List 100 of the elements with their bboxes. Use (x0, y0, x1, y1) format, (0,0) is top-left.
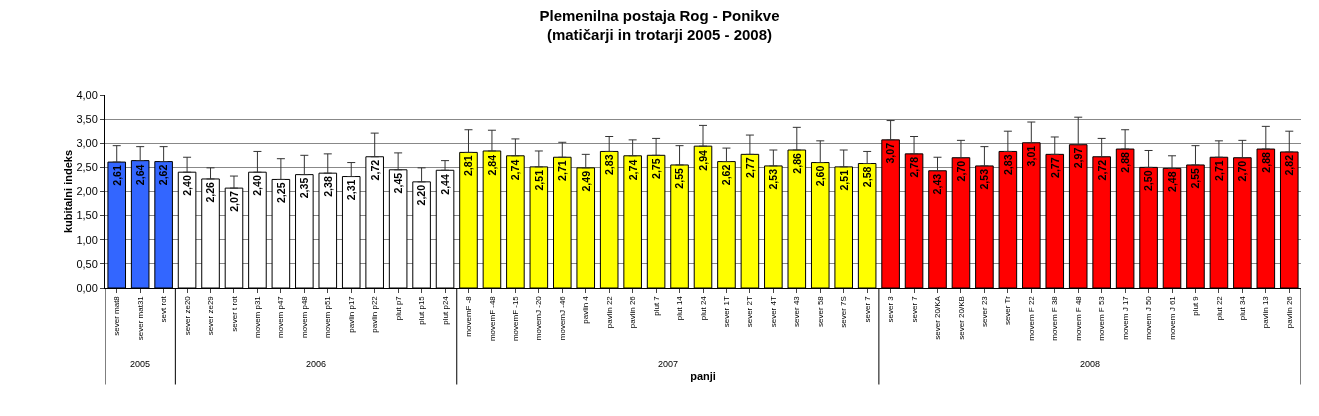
x-tick-label: sever 3 (886, 295, 896, 323)
data-label: 2,38 (321, 176, 334, 197)
data-label: 2,88 (1259, 151, 1272, 173)
data-label: 2,35 (298, 177, 311, 199)
x-tick-label: sevt rot (159, 295, 169, 323)
x-tick-label: plut 7 (651, 295, 661, 316)
data-label: 2,71 (1212, 160, 1225, 181)
x-tick-label: pavlin 13 (1261, 295, 1271, 329)
y-tick-label: 2,50 (76, 161, 98, 174)
x-tick-label: movem F 53 (1097, 295, 1107, 341)
data-label: 2,70 (1236, 160, 1249, 182)
data-label: 2,62 (720, 164, 733, 186)
x-tick-label: sever 23 (980, 295, 990, 327)
x-tick-label: plut p15 (417, 295, 427, 325)
data-label: 2,70 (954, 160, 967, 182)
data-label: 2,26 (204, 181, 217, 203)
x-axis-title: panji (690, 370, 716, 383)
data-label: 2,84 (485, 154, 498, 176)
text: 2007 (658, 359, 679, 369)
data-label: 2,97 (1072, 147, 1085, 169)
chart-title: Plemenilna postaja Rog - Ponikve (matičarji in trotarji 2005 - 2008) (539, 6, 780, 44)
data-label: 2,48 (1165, 171, 1178, 192)
x-tick-label: sever 43 (792, 295, 802, 327)
x-tick-label: movemF -15 (510, 295, 520, 342)
x-tick-label: sever 1T (722, 296, 732, 328)
x-tick-label: plut 9 (1191, 295, 1201, 316)
data-label: 2,61 (110, 164, 123, 186)
data-label: 2,49 (579, 170, 592, 192)
data-label: 2,64 (134, 164, 147, 186)
data-label: 2,74 (626, 159, 639, 181)
x-tick-label: movem p48 (299, 295, 309, 338)
x-tick-label: sever 20/KA (933, 295, 943, 340)
x-tick-label: movem J 61 (1167, 295, 1177, 340)
data-label: 2,20 (415, 184, 428, 206)
data-label: 2,75 (649, 158, 662, 179)
text: 2006 (306, 359, 327, 369)
x-tick-label: sever 7 (909, 295, 919, 323)
data-label: 2,81 (462, 155, 475, 177)
data-label: 2,88 (1118, 151, 1131, 173)
data-label: 2,71 (556, 160, 569, 181)
y-axis-title: kubitalni indeks (62, 149, 75, 234)
data-label: 2,86 (790, 152, 803, 174)
x-tick-label: movem F 22 (1026, 295, 1036, 341)
data-label: 2,72 (368, 159, 381, 181)
data-label: 2,82 (1283, 154, 1296, 176)
x-tick-label: movemJ -20 (534, 295, 544, 341)
data-label: 2,40 (180, 175, 193, 196)
x-tick-label: plut p7 (393, 295, 403, 321)
x-tick-label: plut p24 (440, 295, 450, 325)
y-tick-label: 0,00 (76, 281, 98, 294)
data-label: 2,51 (837, 169, 850, 191)
data-label: 2,55 (1189, 167, 1202, 189)
x-tick-label: movemF -8 (464, 295, 474, 337)
x-tick-label: movem J 50 (1144, 295, 1154, 340)
x-tick-label: plut 14 (675, 295, 685, 321)
text: 2005 (130, 359, 151, 369)
data-label: 2,51 (532, 169, 545, 191)
data-label: 2,53 (767, 168, 780, 190)
text: 2008 (1080, 359, 1101, 369)
data-label: 2,94 (696, 149, 709, 171)
x-tick-label: movemJ -46 (557, 295, 567, 341)
x-tick-label: movem p47 (276, 295, 286, 338)
data-label: 2,07 (227, 191, 240, 212)
x-tick-label: pavlin p22 (370, 295, 380, 333)
data-label: 2,55 (673, 167, 686, 189)
data-label: 2,83 (603, 154, 616, 176)
x-tick-label: movem p31 (253, 295, 263, 338)
x-tick-label: sever ze20 (182, 295, 192, 336)
x-tick-label: movem J 17 (1120, 295, 1130, 340)
x-tick-label: movem p51 (323, 295, 333, 338)
y-tick-label: 1,00 (76, 233, 98, 246)
x-tick-label: sever Tr (1003, 295, 1013, 326)
x-tick-label: pavlin 4 (581, 295, 591, 324)
x-tick-label: pavlin 26 (1284, 295, 1294, 329)
data-label: 2,62 (157, 164, 170, 186)
x-tick-label: plut 34 (1237, 295, 1247, 321)
x-tick-label: plut 24 (698, 295, 708, 321)
x-tick-label: sever t rot (229, 295, 239, 332)
x-tick-label: movem F 38 (1050, 295, 1060, 341)
data-label: 2,60 (814, 165, 827, 187)
x-tick-label: sever mat8 (112, 295, 122, 336)
data-label: 2,58 (861, 166, 874, 188)
y-tick-label: 1,50 (76, 209, 98, 222)
x-tick-label: movemF -48 (487, 295, 497, 342)
data-label: 2,44 (438, 174, 451, 195)
data-label: 2,78 (907, 156, 920, 178)
data-label: 2,72 (1095, 159, 1108, 181)
data-label: 3,01 (1025, 145, 1038, 167)
data-label: 2,77 (1048, 157, 1061, 179)
x-tick-label: sever 4T (768, 296, 778, 328)
x-tick-label: sever 2T (745, 296, 755, 328)
x-tick-label: sever 7 (862, 295, 872, 323)
data-label: 2,74 (509, 159, 522, 181)
data-label: 2,25 (274, 182, 287, 204)
y-tick-label: 4,00 (76, 88, 98, 101)
data-label: 3,07 (884, 142, 897, 164)
x-tick-label: pavlin p17 (346, 295, 356, 333)
x-tick-label: sever 20/KB (956, 296, 966, 340)
x-tick-label: movem F 48 (1073, 295, 1083, 341)
data-label: 2,77 (743, 157, 756, 179)
